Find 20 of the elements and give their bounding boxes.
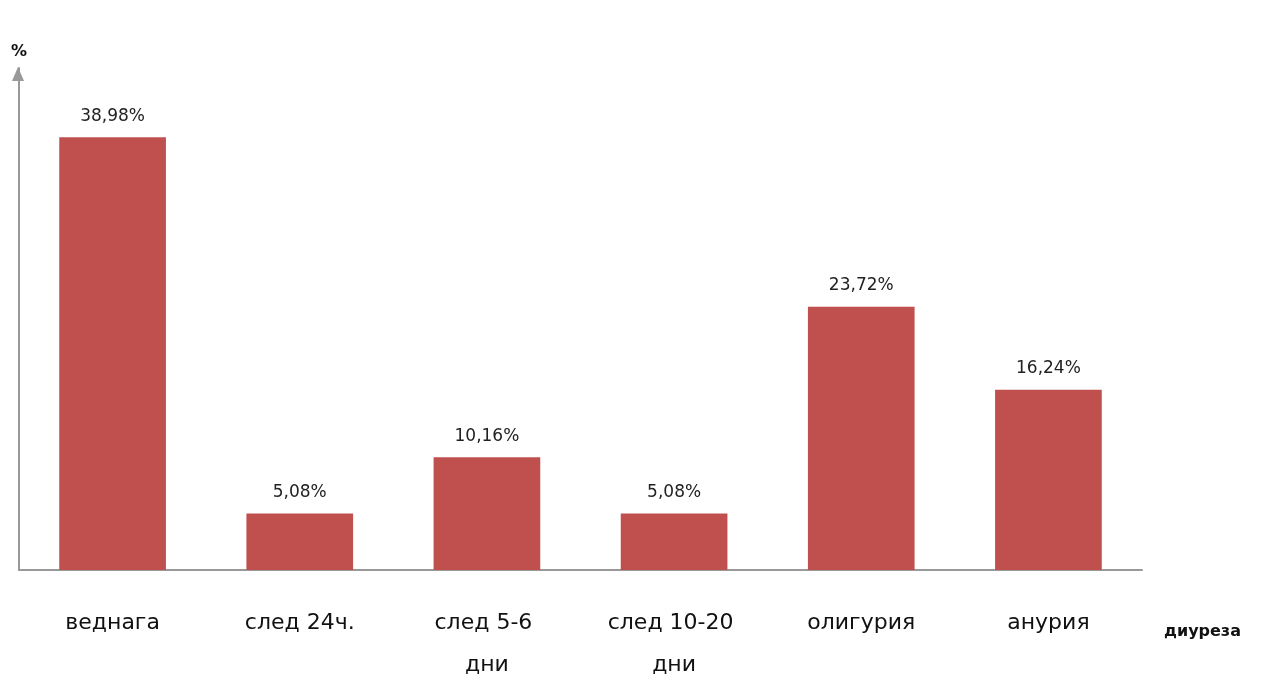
- x-tick-label: олигурия: [807, 608, 916, 634]
- data-label: 23,72%: [828, 274, 894, 295]
- x-tick-label: след 10-20 дни: [607, 608, 741, 676]
- x-tick-label: след 5-6 дни: [434, 608, 540, 676]
- bar: [433, 457, 541, 570]
- y-axis-title: %: [11, 40, 28, 60]
- x-axis-title: диуреза: [1164, 620, 1241, 640]
- data-label: 16,24%: [1016, 357, 1081, 378]
- x-tick-label: анурия: [1007, 608, 1090, 634]
- bar: [620, 513, 728, 570]
- data-label: 5,08%: [647, 481, 702, 502]
- data-label: 10,16%: [454, 424, 520, 445]
- data-label: 5,08%: [272, 481, 327, 502]
- bar: [246, 513, 354, 570]
- bar: [807, 306, 915, 570]
- bar: [59, 137, 166, 570]
- data-label: 38,98%: [80, 104, 146, 125]
- x-tick-label: веднага: [65, 608, 160, 634]
- x-tick-label: след 24ч.: [244, 608, 355, 634]
- bar: [995, 389, 1102, 570]
